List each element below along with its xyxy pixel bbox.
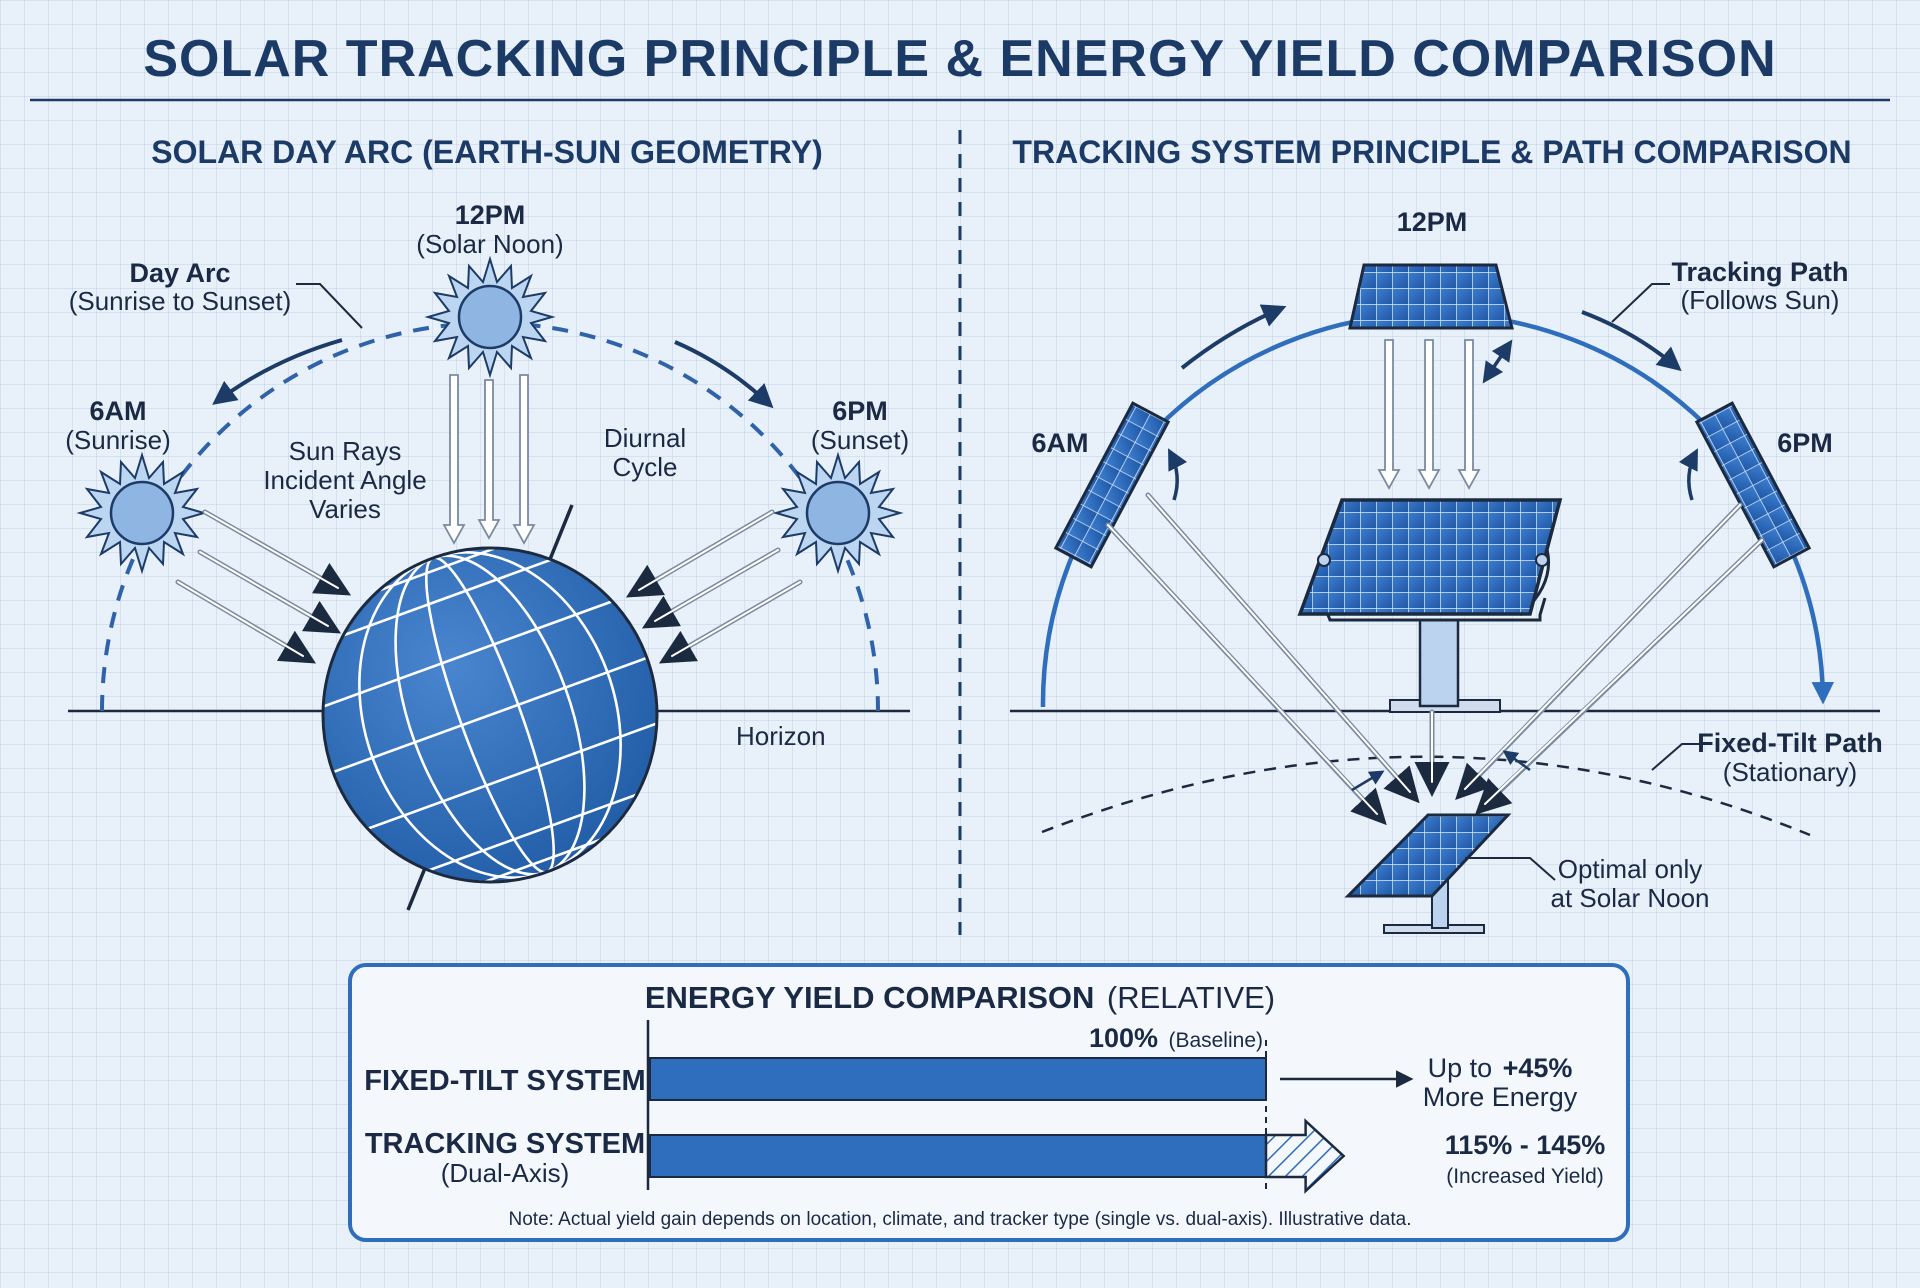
tracking-arrow-left-icon: [1180, 304, 1287, 370]
morning-tracker-panel-icon: [1053, 401, 1171, 569]
sun-rays-label-2: Incident Angle: [263, 465, 426, 495]
evening-rotate-icon: [1678, 448, 1698, 501]
sunset-time-label: 6PM: [832, 396, 888, 426]
noon-rays: [442, 374, 536, 545]
fixed-tilt-leader: [1651, 743, 1700, 771]
baseline-note: (Baseline): [1168, 1029, 1263, 1052]
tracking-path-sub-label: (Follows Sun): [1681, 285, 1840, 315]
fixed-tilt-bar-name: FIXED-TILT SYSTEM: [364, 1065, 645, 1097]
tracking-bar-name: TRACKING SYSTEM: [365, 1128, 645, 1160]
tracking-path-label: Tracking Path: [1671, 257, 1848, 287]
sunrise-sub-label: (Sunrise): [65, 425, 170, 455]
optimal-label-1: Optimal only: [1558, 854, 1703, 884]
yield-gain-arrow: [1264, 1118, 1346, 1194]
fixed-tilt-label: Fixed-Tilt Path: [1697, 728, 1883, 758]
morning-rotate-icon: [1168, 448, 1188, 501]
baseline-value: 100%: [1089, 1023, 1158, 1053]
sun-noon-icon: [426, 257, 554, 377]
tracker-noon-label: 12PM: [1397, 207, 1468, 237]
diurnal-cycle-label-2: Cycle: [612, 452, 677, 482]
left-panel-heading: SOLAR DAY ARC (EARTH-SUN GEOMETRY): [151, 134, 822, 170]
noon-time-label: 12PM: [455, 200, 526, 230]
fixed-tilt-sub-label: (Stationary): [1723, 757, 1857, 787]
baseline-label: 100% (Baseline): [1089, 1023, 1263, 1053]
day-arc-leader: [296, 283, 363, 329]
noon-tracker-panel-icon: [1348, 263, 1514, 330]
diurnal-cycle-label-1: Diurnal: [604, 423, 686, 453]
fixed-tilt-panel-icon: [1344, 813, 1512, 934]
yield-note: Note: Actual yield gain depends on locat…: [509, 1209, 1412, 1230]
gain-label-2: More Energy: [1423, 1082, 1578, 1112]
page-title: SOLAR TRACKING PRINCIPLE & ENERGY YIELD …: [143, 30, 1776, 88]
earth-globe-icon: [321, 504, 659, 911]
tracking-path-leader: [1611, 283, 1670, 323]
right-panel: TRACKING SYSTEM PRINCIPLE & PATH COMPARI…: [1010, 134, 1883, 934]
arc-arrow-left-icon: [212, 338, 343, 405]
optimal-leader: [1465, 857, 1556, 881]
noon-rotate-icon: [1482, 339, 1513, 384]
sunset-sub-label: (Sunset): [811, 425, 909, 455]
evening-tracker-panel-icon: [1694, 401, 1812, 569]
yield-title: ENERGY YIELD COMPARISON (RELATIVE): [645, 980, 1275, 1015]
tracker-evening-label: 6PM: [1777, 428, 1833, 458]
fixed-adjust-left-icon: [1351, 770, 1385, 792]
tracking-arrow-right-icon: [1581, 310, 1682, 372]
day-arc-sub-label: (Sunrise to Sunset): [69, 286, 292, 316]
tracking-bar-sub: (Dual-Axis): [441, 1158, 570, 1188]
yield-bar-tracking: [649, 1134, 1267, 1178]
optimal-label-2: at Solar Noon: [1551, 883, 1710, 913]
range-note: (Increased Yield): [1446, 1165, 1604, 1188]
fixed-adjust-right-icon: [1502, 750, 1531, 772]
sun-rays-label-1: Sun Rays: [289, 436, 402, 466]
range-value: 115% - 145%: [1445, 1130, 1606, 1160]
central-tracker-icon: [1297, 498, 1563, 713]
noon-sub-label: (Solar Noon): [416, 229, 563, 259]
gain-prefix: Up to: [1428, 1053, 1493, 1083]
tracker-morning-label: 6AM: [1031, 428, 1088, 458]
fixed-tilt-path: [1041, 755, 1811, 837]
energy-yield-box: ENERGY YIELD COMPARISON (RELATIVE) FIXED…: [348, 963, 1630, 1242]
sunrise-rays: [175, 509, 352, 664]
left-panel: SOLAR DAY ARC (EARTH-SUN GEOMETRY) Horiz…: [65, 134, 910, 911]
sun-rays-label-3: Varies: [309, 494, 381, 524]
arc-arrow-right-icon: [674, 340, 774, 409]
yield-bars: [649, 1057, 1346, 1194]
day-arc-label: Day Arc: [129, 258, 230, 288]
right-panel-heading: TRACKING SYSTEM PRINCIPLE & PATH COMPARI…: [1012, 134, 1851, 170]
gain-label-1: Up to +45%: [1428, 1053, 1573, 1083]
horizon-label: Horizon: [736, 721, 826, 751]
tracker-noon-rays: [1377, 339, 1481, 490]
yield-title-relative: (RELATIVE): [1107, 980, 1275, 1015]
yield-title-bold: ENERGY YIELD COMPARISON: [645, 980, 1095, 1015]
sunrise-time-label: 6AM: [89, 396, 146, 426]
gain-value: +45%: [1503, 1053, 1573, 1083]
yield-bar-fixed-tilt: [649, 1057, 1267, 1101]
